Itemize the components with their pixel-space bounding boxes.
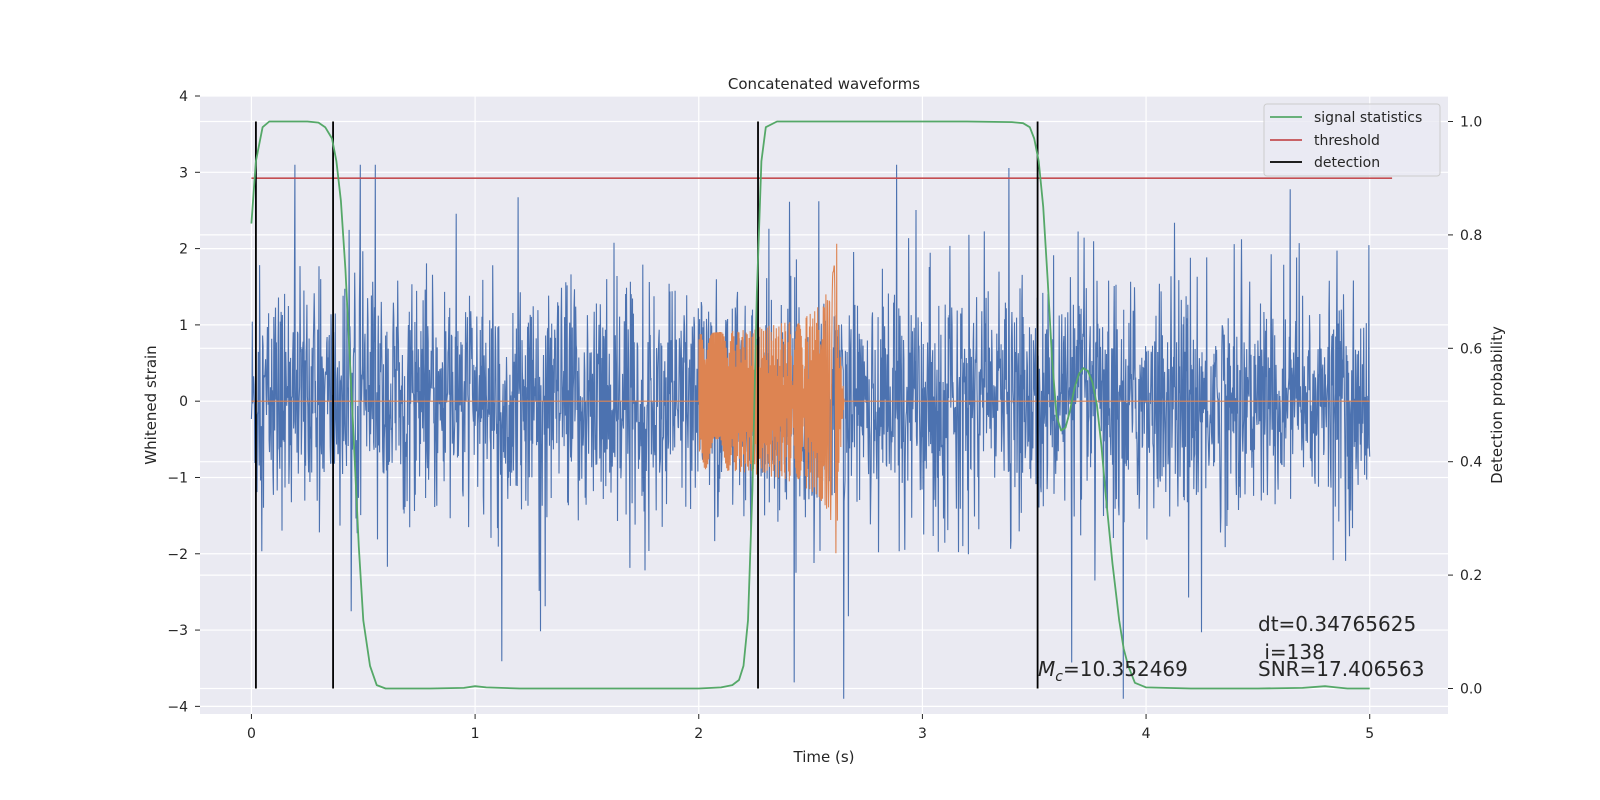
y-tick-label: −1 (167, 470, 188, 486)
y-tick-label: −3 (167, 623, 188, 639)
left-axis: −4 −3 −2 −1 0 1 2 3 4 (167, 89, 200, 715)
right-axis: 0.0 0.2 0.4 0.6 0.8 1.0 (1448, 115, 1482, 697)
x-tick-label: 3 (918, 726, 927, 742)
annotation-dt: dt=0.34765625 (1258, 612, 1416, 636)
y-right-tick-label: 1.0 (1460, 115, 1482, 131)
annotation-mc-subscript: c (1055, 669, 1063, 685)
template-chirp-series (251, 243, 1370, 554)
legend: signal statistics threshold detection (1263, 103, 1441, 177)
signal-statistics-line (250, 120, 1370, 690)
annotation-mc-symbol: M (1038, 657, 1055, 681)
y-axis-label: Whitened strain (142, 345, 160, 464)
y-tick-label: 3 (179, 165, 188, 181)
y-tick-label: −4 (167, 699, 188, 715)
legend-box (1263, 103, 1441, 177)
x-tick-label: 4 (1142, 726, 1151, 742)
y-right-tick-label: 0.6 (1460, 341, 1482, 357)
y-tick-label: −2 (167, 547, 188, 563)
y-right-tick-label: 0.4 (1460, 455, 1482, 471)
y-right-tick-label: 0.0 (1460, 681, 1482, 697)
chart-title: Concatenated waveforms (728, 75, 920, 93)
y-right-tick-label: 0.2 (1460, 568, 1482, 584)
annotation-mc: Mc=10.352469 (1038, 657, 1188, 685)
legend-label-detection: detection (1314, 155, 1380, 171)
x-axis: 0 1 2 3 4 5 (247, 714, 1374, 742)
annotation-i: i=138 (1258, 640, 1325, 664)
legend-label-threshold: threshold (1314, 133, 1380, 149)
annotation-snr: SNR=17.406563 (1258, 657, 1424, 681)
x-tick-label: 0 (247, 726, 256, 742)
x-axis-label: Time (s) (793, 748, 855, 766)
y-tick-label: 1 (179, 318, 188, 334)
annotation-mc-value: =10.352469 (1063, 657, 1188, 681)
y-tick-label: 2 (179, 242, 188, 258)
x-tick-label: 1 (471, 726, 480, 742)
y-tick-label: 0 (179, 394, 188, 410)
plot-series (250, 120, 1393, 699)
y-tick-label: 4 (179, 89, 188, 105)
legend-label-signal-statistics: signal statistics (1314, 110, 1422, 126)
x-tick-label: 2 (694, 726, 703, 742)
y-axis-right-label: Detection probability (1488, 326, 1506, 484)
y-right-tick-label: 0.8 (1460, 228, 1482, 244)
data-layer (250, 120, 1393, 699)
x-tick-label: 5 (1365, 726, 1374, 742)
